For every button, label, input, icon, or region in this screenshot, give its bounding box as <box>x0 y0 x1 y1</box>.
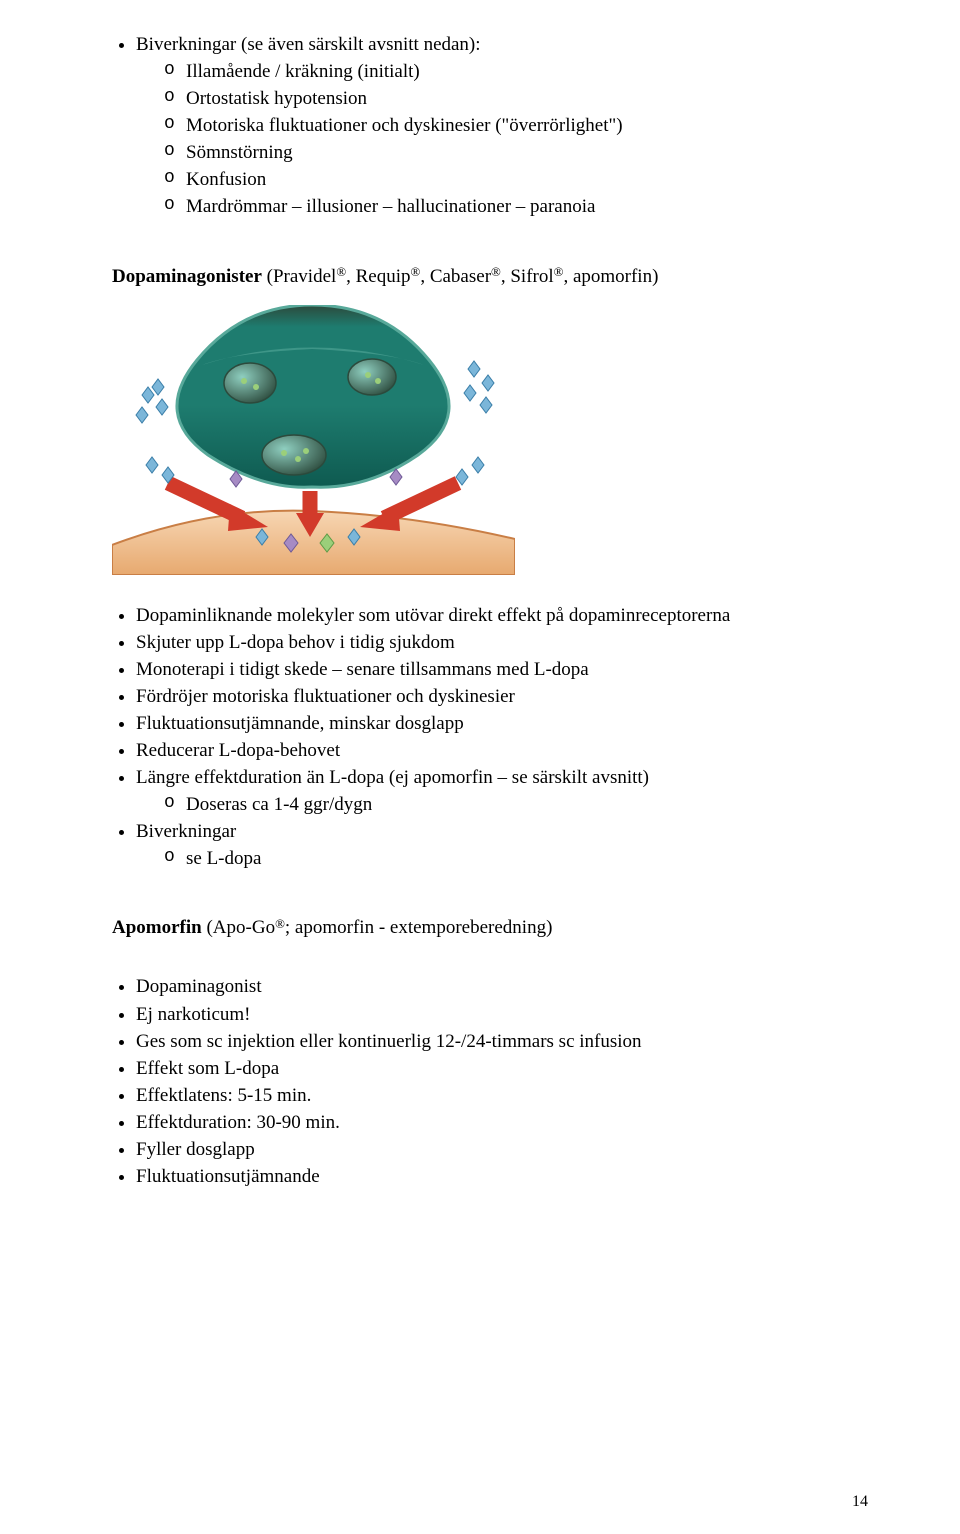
list-item: Längre effektduration än L-dopa (ej apom… <box>136 765 868 817</box>
sub-item: se L-dopa <box>164 846 868 871</box>
page-number: 14 <box>852 1491 868 1512</box>
synapse-figure <box>112 305 868 575</box>
list-item: Effektlatens: 5-15 min. <box>136 1083 868 1108</box>
vesicle <box>348 359 396 395</box>
sublist: Doseras ca 1-4 ggr/dygn <box>164 792 868 817</box>
heading-text: Dopaminagonister <box>112 266 262 287</box>
list-item: Biverkningar se L-dopa <box>136 819 868 871</box>
list-biverkningar: Biverkningar (se även särskilt avsnitt n… <box>136 32 868 220</box>
list-dopaminagonister: Dopaminliknande molekyler som utövar dir… <box>136 603 868 872</box>
sublist: Illamående / kräkning (initialt) Ortosta… <box>164 59 868 219</box>
list-apomorfin: Dopaminagonist Ej narkoticum! Ges som sc… <box>136 974 868 1189</box>
list-item: Fördröjer motoriska fluktuationer och dy… <box>136 684 868 709</box>
heading-dopaminagonister: Dopaminagonister (Pravidel®, Requip®, Ca… <box>112 264 868 289</box>
list-item: Ej narkoticum! <box>136 1002 868 1027</box>
list-item: Fluktuationsutjämnande, minskar dosglapp <box>136 711 868 736</box>
heading-apomorfin: Apomorfin (Apo-Go®; apomorfin - extempor… <box>112 915 868 940</box>
vesicle <box>262 435 326 475</box>
list-item: Fluktuationsutjämnande <box>136 1164 868 1189</box>
sub-item: Mardrömmar – illusioner – hallucinatione… <box>164 194 868 219</box>
list-item: Biverkningar (se även särskilt avsnitt n… <box>136 32 868 220</box>
sub-item: Motoriska fluktuationer och dyskinesier … <box>164 113 868 138</box>
list-item: Monoterapi i tidigt skede – senare tills… <box>136 657 868 682</box>
text: Biverkningar (se även särskilt avsnitt n… <box>136 34 481 55</box>
sub-item: Sömnstörning <box>164 140 868 165</box>
vesicle <box>224 363 276 403</box>
sub-item: Ortostatisk hypotension <box>164 86 868 111</box>
sub-item: Konfusion <box>164 167 868 192</box>
list-item: Fyller dosglapp <box>136 1137 868 1162</box>
list-item: Dopaminliknande molekyler som utövar dir… <box>136 603 868 628</box>
list-item: Effekt som L-dopa <box>136 1056 868 1081</box>
sublist: se L-dopa <box>164 846 868 871</box>
synapse-svg <box>112 305 515 575</box>
list-item: Skjuter upp L-dopa behov i tidig sjukdom <box>136 630 868 655</box>
list-item: Ges som sc injektion eller kontinuerlig … <box>136 1029 868 1054</box>
list-item: Reducerar L-dopa-behovet <box>136 738 868 763</box>
list-item: Dopaminagonist <box>136 974 868 999</box>
sub-item: Doseras ca 1-4 ggr/dygn <box>164 792 868 817</box>
sub-item: Illamående / kräkning (initialt) <box>164 59 868 84</box>
list-item: Effektduration: 30-90 min. <box>136 1110 868 1135</box>
